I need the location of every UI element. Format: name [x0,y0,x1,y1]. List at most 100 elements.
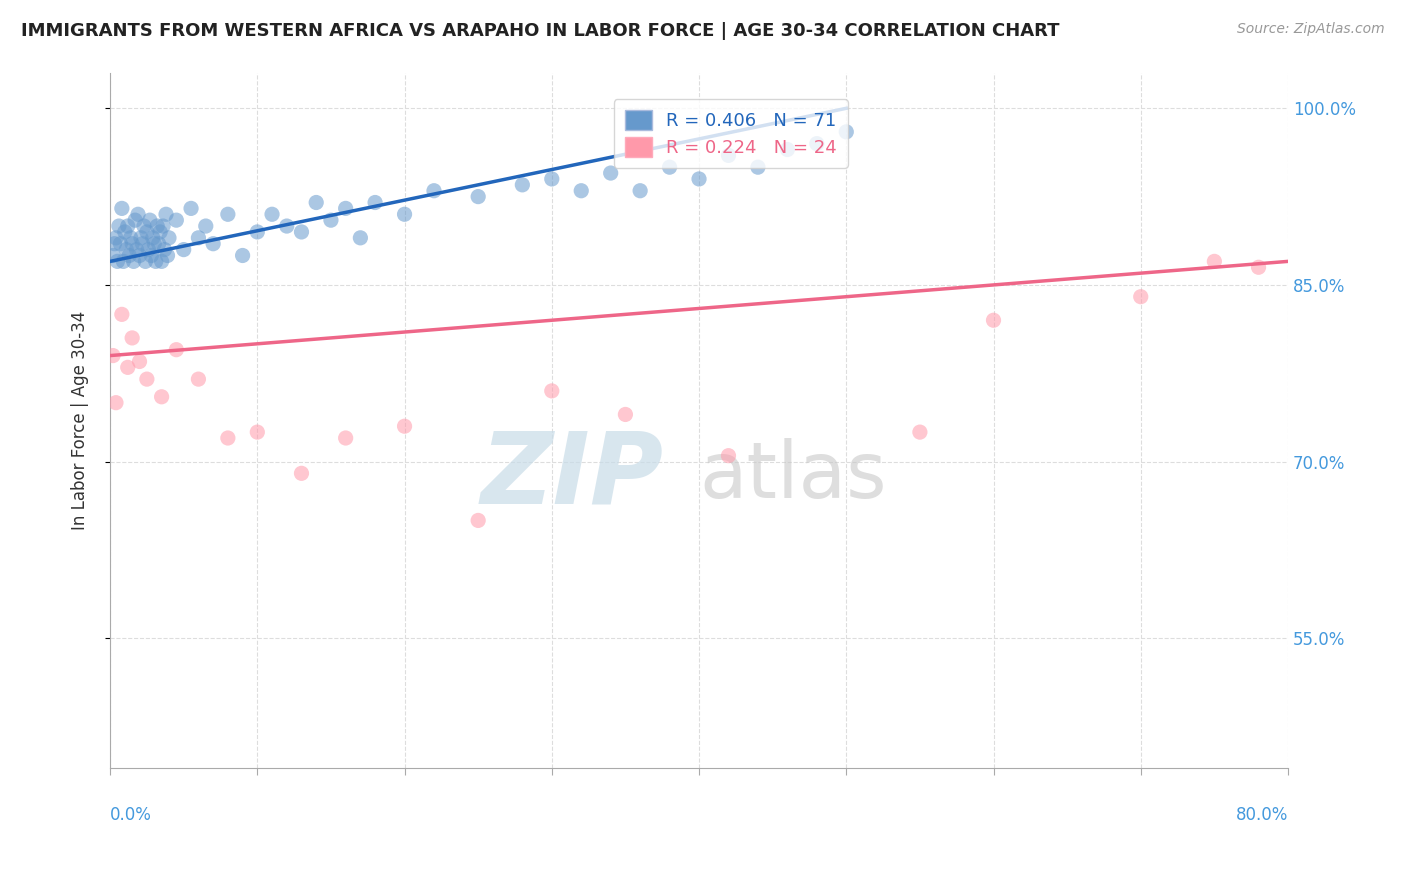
Point [104,231,127,245]
Point [187,372,209,386]
Text: ZIP: ZIP [481,427,664,524]
Point [305,195,328,210]
Point [540,384,562,398]
Point [143,236,166,251]
Point [152,219,174,233]
Point [364,195,387,210]
Point [112,254,135,268]
Point [260,207,283,221]
Point [157,231,180,245]
Point [717,449,740,463]
Point [124,213,146,227]
Text: IMMIGRANTS FROM WESTERN AFRICA VS ARAPAHO IN LABOR FORCE | AGE 30-34 CORRELATION: IMMIGRANTS FROM WESTERN AFRICA VS ARAPAH… [21,22,1060,40]
Point [1129,290,1152,304]
Text: 0.0%: 0.0% [110,805,152,824]
Point [290,467,312,481]
Point [111,202,134,216]
Point [108,219,131,233]
Point [120,231,142,245]
Point [128,248,150,262]
Point [688,172,710,186]
Point [335,431,357,445]
Point [276,219,298,233]
Point [135,225,157,239]
Point [127,207,149,221]
Point [983,313,1005,327]
Point [349,231,371,245]
Point [118,248,141,262]
Point [156,248,179,262]
Point [122,254,145,268]
Point [148,236,170,251]
Point [134,254,156,268]
Point [835,125,858,139]
Text: atlas: atlas [699,438,887,514]
Point [153,243,176,257]
Point [614,408,637,422]
Point [150,254,173,268]
Point [423,184,446,198]
Point [125,243,148,257]
Point [658,160,681,174]
Point [107,254,129,268]
Point [121,331,143,345]
Text: Source: ZipAtlas.com: Source: ZipAtlas.com [1237,22,1385,37]
Point [104,395,127,409]
Text: 80.0%: 80.0% [1236,805,1288,824]
Point [146,219,169,233]
Point [194,219,217,233]
Point [217,431,239,445]
Point [121,236,143,251]
Point [101,248,124,262]
Point [131,236,153,251]
Point [141,248,163,262]
Point [540,172,562,186]
Point [110,236,132,251]
Point [150,390,173,404]
Point [335,202,357,216]
Point [717,148,740,162]
Point [290,225,312,239]
Legend: R = 0.406   N = 71, R = 0.224   N = 24: R = 0.406 N = 71, R = 0.224 N = 24 [614,99,848,168]
Point [180,202,202,216]
Point [806,136,828,151]
Point [599,166,621,180]
Point [628,184,651,198]
Point [394,419,416,434]
Point [319,213,342,227]
Point [394,207,416,221]
Point [776,143,799,157]
Point [747,160,769,174]
Point [1204,254,1226,268]
Point [1247,260,1270,275]
Point [135,372,157,386]
Point [117,360,139,375]
Point [165,213,187,227]
Point [145,254,167,268]
Point [115,243,138,257]
Point [132,219,155,233]
Point [149,225,172,239]
Point [165,343,187,357]
Point [111,307,134,321]
Point [467,513,489,527]
Point [103,236,125,251]
Point [187,231,209,245]
Point [138,243,160,257]
Point [246,225,269,239]
Point [246,425,269,439]
Point [101,349,124,363]
Point [155,207,177,221]
Point [569,184,592,198]
Point [139,213,162,227]
Point [512,178,534,192]
Point [467,189,489,203]
Point [129,231,152,245]
Point [128,354,150,368]
Point [202,236,225,251]
Point [114,225,136,239]
Y-axis label: In Labor Force | Age 30-34: In Labor Force | Age 30-34 [72,310,89,530]
Point [142,231,165,245]
Point [173,243,195,257]
Point [217,207,239,221]
